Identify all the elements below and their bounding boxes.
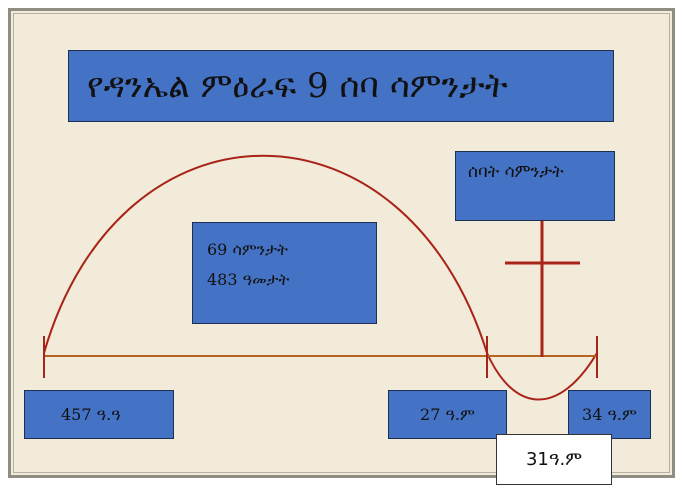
- weeks-count-label: 69 ሳምንታት: [207, 240, 288, 259]
- seventieth-week-label: ሰባት ሳምንታት: [455, 151, 615, 221]
- seventieth-week-arc: [486, 352, 598, 401]
- slide-inner-border: [13, 13, 670, 473]
- mid-date-box: 27 ዓ.ም: [388, 390, 507, 439]
- end-date-box: 34 ዓ.ም: [568, 390, 651, 439]
- years-count-label: 483 ዓመታት: [207, 270, 290, 289]
- sixty-nine-weeks-box: 69 ሳምንታት 483 ዓመታት: [192, 222, 377, 324]
- slide-title: የዳንኤል ምዕራፍ 9 ሰባ ሳምንታት: [68, 50, 614, 122]
- sixty-nine-weeks-arc: [43, 154, 488, 354]
- start-date-box: 457 ዓ.ዓ: [24, 390, 174, 439]
- crucifixion-date-box: 31ዓ.ም: [496, 434, 612, 485]
